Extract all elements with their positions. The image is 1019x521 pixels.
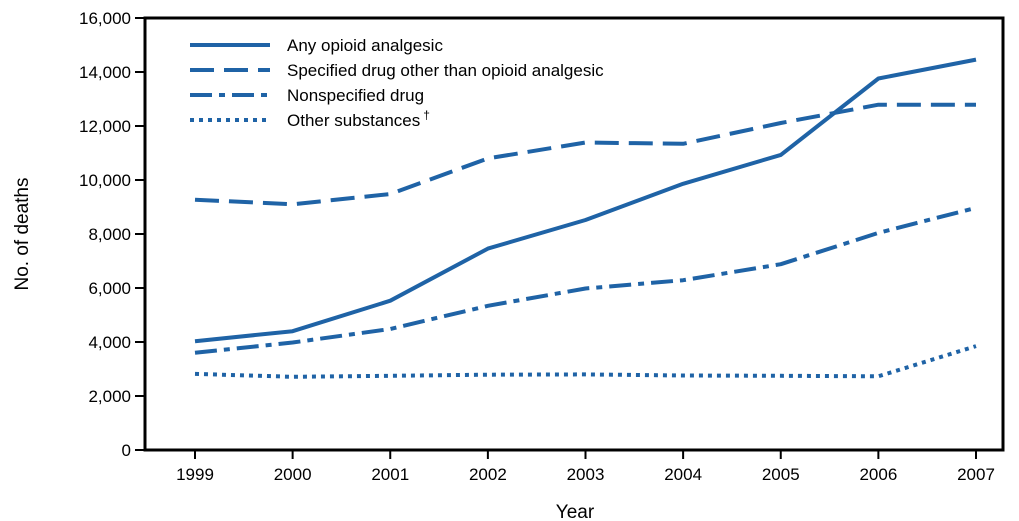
legend-label: Any opioid analgesic [287, 36, 443, 55]
y-tick-label: 16,000 [79, 9, 131, 28]
x-tick-label: 2007 [957, 465, 995, 484]
y-tick-label: 4,000 [88, 333, 131, 352]
series-line-solid [194, 57, 977, 344]
x-axis-ticks: 1999 2000 2001 2002 2003 2004 2005 2006 2007 [176, 450, 995, 484]
series-lines [194, 57, 977, 379]
series-line-dotted [194, 344, 977, 379]
x-tick-label: 2006 [859, 465, 897, 484]
legend: Any opioid analgesic Specified drug other… [190, 36, 604, 130]
x-tick-label: 2000 [274, 465, 312, 484]
legend-label: Nonspecified drug [287, 86, 424, 105]
x-tick-label: 2001 [371, 465, 409, 484]
x-tick-label: 2003 [567, 465, 605, 484]
x-tick-label: 1999 [176, 465, 214, 484]
y-tick-label: 0 [122, 441, 131, 460]
x-axis-title: Year [556, 502, 595, 521]
series-line-dashdot [194, 205, 977, 355]
y-tick-label: 12,000 [79, 117, 131, 136]
legend-label: Other substances † [287, 108, 430, 130]
y-tick-label: 6,000 [88, 279, 131, 298]
y-axis-ticks: 0 2,000 4,000 6,000 8,000 10,000 12,000 14,000 1… [79, 9, 145, 460]
x-tick-label: 2002 [469, 465, 507, 484]
y-tick-label: 14,000 [79, 63, 131, 82]
x-tick-label: 2004 [664, 465, 702, 484]
plot-area-frame [143, 16, 1005, 452]
x-tick-label: 2005 [762, 465, 800, 484]
y-tick-label: 2,000 [88, 387, 131, 406]
series-line-dashed [194, 102, 976, 207]
y-tick-label: 8,000 [88, 225, 131, 244]
y-axis-title: No. of deaths [12, 177, 33, 290]
y-tick-label: 10,000 [79, 171, 131, 190]
legend-label: Specified drug other than opioid analges… [287, 61, 604, 80]
